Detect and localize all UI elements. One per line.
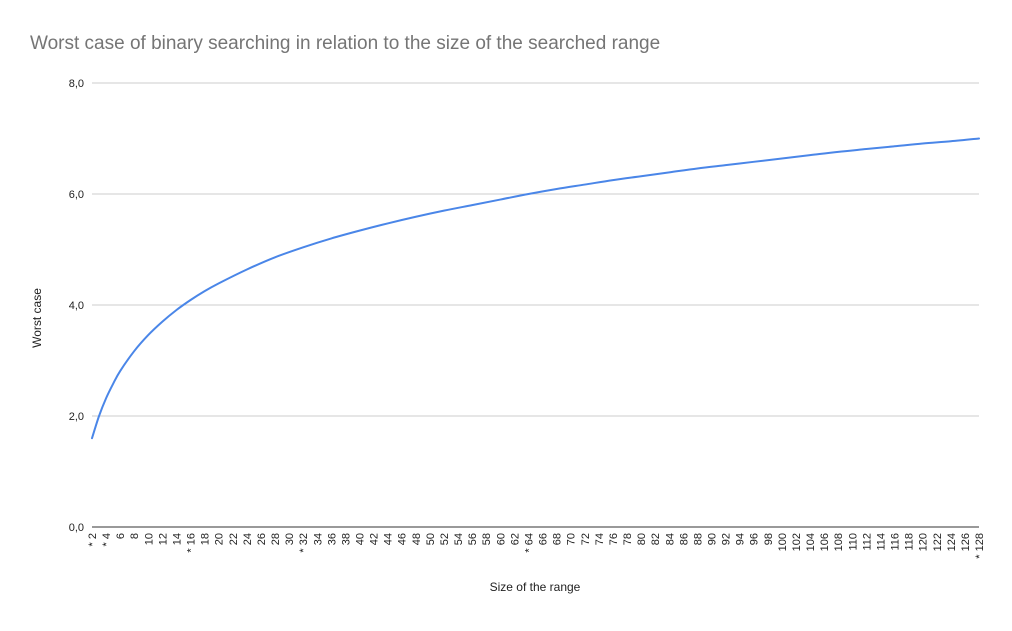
x-tick-label: 76 — [608, 533, 620, 545]
x-tick-label: 28 — [270, 533, 282, 545]
x-tick-label: 58 — [481, 533, 493, 545]
x-tick-label: 48 — [411, 533, 423, 545]
x-tick-label: 30 — [284, 533, 296, 545]
gridlines — [92, 82, 979, 528]
x-tick-label: 122 — [932, 533, 944, 551]
x-tick-label: 108 — [833, 533, 845, 551]
x-tick-label: 50 — [425, 533, 437, 545]
x-tick-label: 26 — [256, 533, 268, 545]
x-tick-label: 70 — [566, 533, 578, 545]
y-tick-label: 4,0 — [69, 300, 84, 312]
series-line — [91, 137, 980, 440]
x-tick-label: 120 — [918, 533, 930, 551]
x-tick-label: 18 — [200, 533, 212, 545]
x-tick-label: 104 — [805, 533, 817, 551]
x-tick-label: 92 — [721, 533, 733, 545]
x-tick-label: 124 — [946, 533, 958, 551]
x-tick-label: 34 — [312, 533, 324, 545]
x-tick-label: 14 — [171, 533, 183, 545]
y-tick-label: 8,0 — [69, 78, 84, 90]
x-axis-label: Size of the range — [490, 580, 581, 594]
x-tick-label: 38 — [340, 533, 352, 545]
x-tick-label: 74 — [594, 533, 606, 545]
x-tick-label: 22 — [228, 533, 240, 545]
y-tick-label: 0,0 — [69, 522, 84, 534]
x-tick-label: * 64 — [523, 533, 535, 553]
x-tick-label: 112 — [861, 533, 873, 551]
x-tick-label: * 32 — [298, 533, 310, 553]
x-tick-label: 102 — [791, 533, 803, 551]
x-tick-label: 110 — [847, 533, 859, 551]
x-tick-label: 36 — [326, 533, 338, 545]
x-tick-label: 106 — [819, 533, 831, 551]
x-tick-label: 82 — [650, 533, 662, 545]
series-layer — [91, 137, 980, 440]
x-tick-label: 46 — [397, 533, 409, 545]
x-tick-label: * 16 — [186, 533, 198, 553]
y-axis-label: Worst case — [30, 288, 44, 348]
x-tick-label: 100 — [777, 533, 789, 551]
y-tick-label: 2,0 — [69, 411, 84, 423]
x-tick-label: * 4 — [101, 533, 113, 546]
x-tick-label: 78 — [622, 533, 634, 545]
x-tick-label: 86 — [678, 533, 690, 545]
x-tick-label: * 2 — [87, 533, 99, 546]
x-tick-label: 126 — [960, 533, 972, 551]
x-tick-label: 96 — [749, 533, 761, 545]
x-axis-ticks: * 2 * 4 6 8 10 12 14 * 16 18 20 22 24 26 28 30 * 32 34 36… — [87, 533, 986, 559]
x-tick-label: 12 — [157, 533, 169, 545]
x-tick-label: 66 — [538, 533, 550, 545]
x-tick-label: 52 — [439, 533, 451, 545]
x-tick-label: 90 — [706, 533, 718, 545]
x-tick-label: 80 — [636, 533, 648, 545]
x-tick-label: * 128 — [974, 533, 986, 559]
y-axis-ticks: 0,0 2,0 4,0 6,0 8,0 — [69, 78, 84, 534]
x-tick-label: 10 — [143, 533, 155, 545]
x-tick-label: 56 — [467, 533, 479, 545]
x-tick-label: 114 — [875, 533, 887, 551]
x-tick-label: 72 — [580, 533, 592, 545]
x-tick-label: 116 — [890, 533, 902, 551]
x-tick-label: 24 — [242, 533, 254, 545]
x-tick-label: 20 — [214, 533, 226, 545]
x-tick-label: 42 — [369, 533, 381, 545]
x-tick-label: 54 — [453, 533, 465, 545]
x-tick-label: 40 — [355, 533, 367, 545]
x-tick-label: 84 — [664, 533, 676, 545]
x-tick-label: 88 — [692, 533, 704, 545]
x-tick-label: 6 — [115, 533, 127, 539]
y-tick-label: 6,0 — [69, 189, 84, 201]
x-tick-label: 44 — [383, 533, 395, 545]
x-tick-label: 68 — [552, 533, 564, 545]
x-tick-label: 98 — [763, 533, 775, 545]
x-tick-label: 60 — [495, 533, 507, 545]
x-tick-label: 62 — [509, 533, 521, 545]
x-tick-label: 118 — [904, 533, 916, 551]
x-tick-label: 8 — [129, 533, 141, 539]
x-tick-label: 94 — [735, 533, 747, 545]
chart-title: Worst case of binary searching in relati… — [30, 33, 660, 54]
